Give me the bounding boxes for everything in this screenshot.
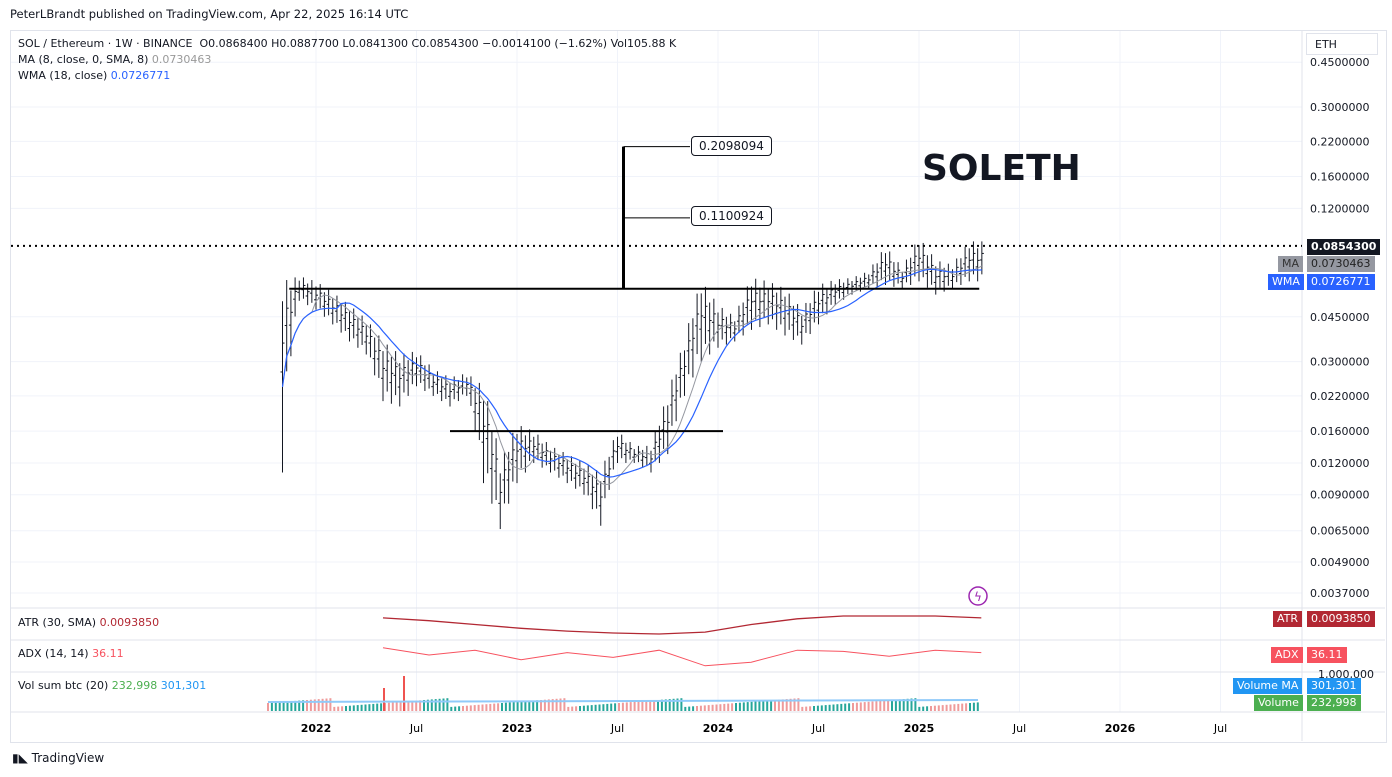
x-tick-label: 2022 <box>301 722 332 735</box>
volume-axis-label: 1,000,000 <box>1318 668 1374 681</box>
volume-legend: Vol sum btc (20) 232,998 301,301 <box>18 679 206 692</box>
y-tick-label: 0.1200000 <box>1310 202 1370 215</box>
volume-label[interactable]: Vol sum btc (20) <box>18 679 109 692</box>
volume-tag: 232,998 <box>1307 695 1361 711</box>
adx-label[interactable]: ADX (14, 14) <box>18 647 89 660</box>
volume-ma-line <box>267 699 979 703</box>
x-tick-label: Jul <box>811 722 825 735</box>
chart-title-annotation: SOLETH <box>922 148 1081 189</box>
adx-value: 36.11 <box>92 647 124 660</box>
atr-value: 0.0093850 <box>99 616 160 629</box>
ohlc-values: O0.0868400 H0.0887700 L0.0841300 C0.0854… <box>199 37 677 50</box>
wma-value: 0.0726771 <box>110 69 171 82</box>
adx-tag: 36.11 <box>1307 647 1347 663</box>
ma-price-tag: 0.0730463 <box>1307 256 1375 272</box>
x-tick-label: Jul <box>409 722 423 735</box>
adx-tag-name: ADX <box>1271 647 1303 663</box>
y-tick-label: 0.0220000 <box>1310 390 1370 403</box>
y-tick-label: 0.0065000 <box>1310 525 1370 538</box>
volume-ma-value: 301,301 <box>160 679 207 692</box>
target-label-1: 0.2098094 <box>691 136 772 156</box>
volume-value: 232,998 <box>111 679 158 692</box>
wma-label[interactable]: WMA (18, close) <box>18 69 108 82</box>
x-tick-label: Jul <box>1213 722 1227 735</box>
x-tick-label: Jul <box>1012 722 1026 735</box>
volume-tag-name: Volume <box>1254 695 1303 711</box>
x-tick-label: Jul <box>610 722 624 735</box>
y-tick-label: 0.1600000 <box>1310 171 1370 184</box>
currency-button[interactable]: ETH <box>1306 33 1378 55</box>
atr-legend: ATR (30, SMA) 0.0093850 <box>18 616 159 629</box>
x-tick-label: 2024 <box>703 722 734 735</box>
adx-line <box>382 647 982 667</box>
x-tick-label: 2025 <box>904 722 935 735</box>
y-tick-label: 0.0450000 <box>1310 311 1370 324</box>
symbol[interactable]: SOL / Ethereum · 1W · BINANCE <box>18 37 193 50</box>
y-tick-label: 0.0300000 <box>1310 356 1370 369</box>
volume-ma-tag: 301,301 <box>1307 678 1361 694</box>
y-tick-label: 0.0120000 <box>1310 457 1370 470</box>
ma-label[interactable]: MA (8, close, 0, SMA, 8) <box>18 53 149 66</box>
published-header: PeterLBrandt published on TradingView.co… <box>10 7 409 21</box>
y-tick-label: 0.0090000 <box>1310 489 1370 502</box>
last-price-tag: 0.0854300 <box>1307 239 1381 255</box>
ma-tag-name: MA <box>1278 256 1304 272</box>
y-tick-label: 0.0037000 <box>1310 587 1370 600</box>
y-tick-label: 0.4500000 <box>1310 56 1370 69</box>
target-label-2: 0.1100924 <box>691 206 772 226</box>
adx-legend: ADX (14, 14) 36.11 <box>18 647 124 660</box>
logo-text: TradingView <box>31 751 105 765</box>
lightning-glyph: ϟ <box>974 590 982 604</box>
atr-tag-name: ATR <box>1273 611 1303 627</box>
tradingview-logo[interactable]: ▮◣ TradingView <box>12 751 105 765</box>
y-tick-label: 0.0160000 <box>1310 425 1370 438</box>
ma-line <box>282 265 983 486</box>
y-tick-label: 0.0049000 <box>1310 556 1370 569</box>
chart-frame[interactable] <box>10 30 1387 743</box>
y-tick-label: 0.3000000 <box>1310 101 1370 114</box>
atr-label[interactable]: ATR (30, SMA) <box>18 616 97 629</box>
wma-line <box>281 268 982 478</box>
atr-tag: 0.0093850 <box>1307 611 1375 627</box>
ma-value: 0.0730463 <box>151 53 212 66</box>
x-tick-label: 2023 <box>502 722 533 735</box>
atr-line <box>382 615 982 635</box>
volume-ma-tag-name: Volume MA <box>1233 678 1303 694</box>
wma-tag-name: WMA <box>1268 274 1304 290</box>
lightning-icon <box>968 586 988 606</box>
legend: SOL / Ethereum · 1W · BINANCE O0.0868400… <box>18 36 676 84</box>
x-tick-label: 2026 <box>1105 722 1136 735</box>
wma-price-tag: 0.0726771 <box>1307 274 1375 290</box>
y-tick-label: 0.2200000 <box>1310 135 1370 148</box>
